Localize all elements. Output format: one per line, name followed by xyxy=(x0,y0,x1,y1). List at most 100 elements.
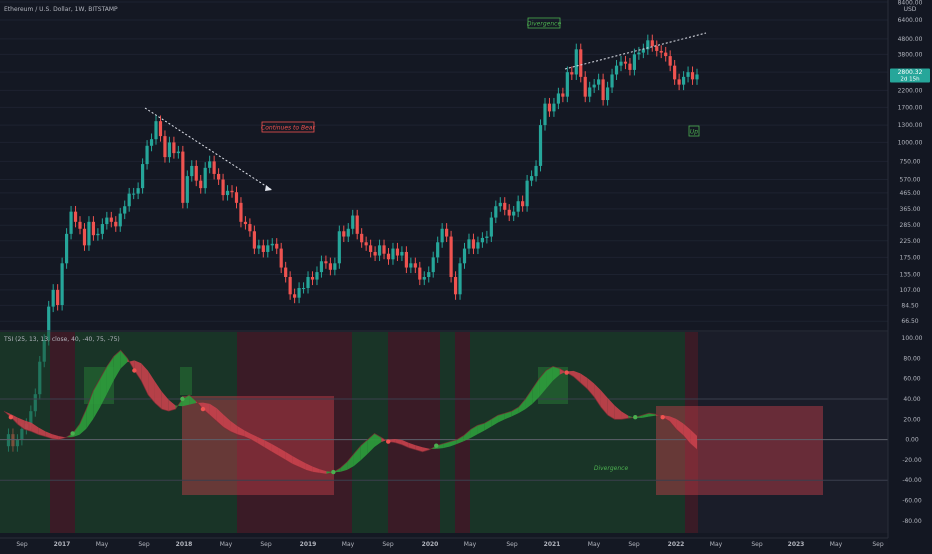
candle-body xyxy=(431,257,435,273)
tsi-ribbon-segment xyxy=(141,363,149,395)
time-tick-label: 2017 xyxy=(54,541,71,548)
trendline-rising xyxy=(564,32,707,70)
candle-body xyxy=(293,294,297,298)
candle-body xyxy=(547,103,552,112)
tsi-cross-dot xyxy=(434,443,439,448)
tsi-cross-dot xyxy=(386,439,391,444)
future-zone xyxy=(698,332,888,533)
price-tick-label: 1000.00 xyxy=(898,139,923,146)
currency-label: USD xyxy=(904,6,917,13)
price-tick-label: 225.00 xyxy=(900,238,921,245)
candle-body xyxy=(297,288,301,298)
candle-body xyxy=(288,276,292,295)
tsi-ribbon-segment xyxy=(52,434,59,440)
tsi-ribbon-segment xyxy=(93,378,101,420)
highlight-box-2022 xyxy=(656,406,823,495)
candle-body xyxy=(382,245,386,254)
candle-body xyxy=(507,209,511,216)
tsi-ribbon-segment xyxy=(552,366,560,381)
candle-body xyxy=(123,206,127,214)
time-tick-label: Sep xyxy=(628,541,640,548)
candle-body xyxy=(409,263,413,268)
price-tick-label: 107.00 xyxy=(900,287,921,294)
candle-body xyxy=(154,121,158,140)
candle-body xyxy=(225,190,230,196)
trendline-falling xyxy=(144,107,273,191)
time-tick-label: Sep xyxy=(16,541,28,548)
candle-body xyxy=(449,236,453,277)
candle-body xyxy=(605,87,610,101)
candle-body xyxy=(364,242,368,246)
candle-body xyxy=(369,245,373,252)
annotation-continues-to-bear: Continues to Bear xyxy=(261,125,315,132)
candle-body xyxy=(47,306,51,341)
candle-body xyxy=(512,211,516,216)
bull-zone xyxy=(440,332,455,533)
candle-body xyxy=(176,151,180,154)
price-tick-label: 365.00 xyxy=(900,206,921,213)
candle-body xyxy=(453,276,458,295)
candle-body xyxy=(100,224,104,234)
candle-body xyxy=(141,164,145,189)
tsi-ribbon-segment xyxy=(86,390,94,429)
candle-body xyxy=(521,201,525,207)
tsi-ribbon-segment xyxy=(401,439,409,448)
candle-body xyxy=(319,261,324,273)
candle-body xyxy=(458,263,462,295)
tsi-ribbon-segment xyxy=(676,419,684,436)
candle-body xyxy=(328,263,332,270)
bull-zone xyxy=(470,332,685,533)
candle-body xyxy=(230,190,234,193)
tsi-ribbon-segment xyxy=(456,435,464,445)
tsi-cross-dot xyxy=(660,415,665,420)
candle-body xyxy=(60,263,64,306)
tsi-ribbon-segment xyxy=(594,383,601,408)
candle-body xyxy=(637,52,641,55)
candle-body xyxy=(208,161,212,168)
tsi-ribbon-segment xyxy=(120,350,128,369)
candle-body xyxy=(239,202,243,222)
annotation-up-box xyxy=(688,125,700,137)
tsi-ribbon-segment xyxy=(532,378,540,404)
candle-body xyxy=(413,263,417,268)
time-tick-label: Sep xyxy=(260,541,272,548)
candle-body xyxy=(552,103,556,112)
price-tick-label: 285.00 xyxy=(900,222,921,229)
tsi-ribbon-segment xyxy=(491,415,499,427)
candle-body xyxy=(217,173,221,180)
price-tick-label: 4800.00 xyxy=(898,36,923,43)
candle-body xyxy=(646,40,650,50)
candle-body xyxy=(185,176,189,203)
candle-body xyxy=(105,217,109,225)
tsi-cross-dot xyxy=(132,368,137,373)
candle-body xyxy=(91,221,96,236)
time-tick-label: May xyxy=(464,541,477,548)
candle-body xyxy=(190,165,194,177)
candle-body xyxy=(386,253,391,260)
last-price-badge xyxy=(890,68,930,83)
time-tick-label: Sep xyxy=(872,541,884,548)
time-tick-label: May xyxy=(220,541,233,548)
tsi-tick-label: -20.00 xyxy=(902,457,922,464)
candle-body xyxy=(270,243,274,246)
candle-body xyxy=(118,213,122,227)
candle-body xyxy=(489,217,493,237)
time-tick-label: 2022 xyxy=(668,541,685,548)
time-tick-label: 2019 xyxy=(300,541,317,548)
tsi-ribbon-segment xyxy=(436,443,444,449)
candle-body xyxy=(614,65,619,75)
tsi-ribbon-segment xyxy=(182,394,190,407)
candle-body xyxy=(445,228,449,237)
candle-body xyxy=(234,192,239,203)
candle-body xyxy=(257,245,261,249)
tsi-ribbon-segment xyxy=(525,388,533,410)
tsi-ribbon-segment xyxy=(353,445,361,466)
tsi-cross-dot xyxy=(200,406,206,412)
candle-body xyxy=(570,72,574,75)
candle-body xyxy=(252,231,256,249)
candle-body xyxy=(668,56,672,66)
tsi-ribbon-segment xyxy=(38,427,46,437)
price-tick-label: 6400.00 xyxy=(898,17,923,24)
tsi-cross-dot xyxy=(8,415,14,420)
